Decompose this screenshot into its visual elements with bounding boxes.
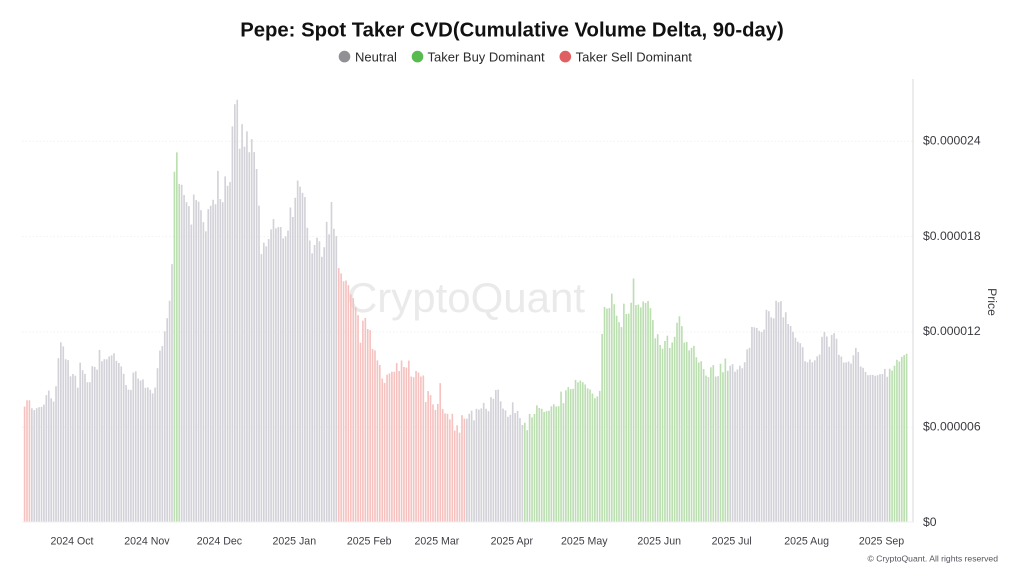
svg-text:© CryptoQuant. All rights rese: © CryptoQuant. All rights reserved bbox=[867, 554, 998, 564]
svg-text:$0: $0 bbox=[923, 515, 937, 529]
svg-text:2025 Aug: 2025 Aug bbox=[784, 536, 829, 548]
svg-text:2025 Apr: 2025 Apr bbox=[491, 536, 534, 548]
svg-text:Taker Buy Dominant: Taker Buy Dominant bbox=[428, 49, 545, 64]
svg-text:2025 Jun: 2025 Jun bbox=[637, 536, 681, 548]
svg-text:$0.000006: $0.000006 bbox=[923, 420, 981, 434]
svg-text:CryptoQuant: CryptoQuant bbox=[347, 274, 585, 321]
svg-text:2025 Mar: 2025 Mar bbox=[415, 536, 460, 548]
svg-text:2025 Jan: 2025 Jan bbox=[273, 536, 317, 548]
svg-text:2025 May: 2025 May bbox=[561, 536, 608, 548]
svg-text:Neutral: Neutral bbox=[355, 49, 397, 64]
svg-text:Price: Price bbox=[985, 288, 999, 316]
svg-text:Pepe: Spot Taker CVD(Cumulativ: Pepe: Spot Taker CVD(Cumulative Volume D… bbox=[240, 20, 784, 42]
svg-text:2025 Jul: 2025 Jul bbox=[712, 536, 752, 548]
svg-text:$0.000018: $0.000018 bbox=[923, 229, 981, 243]
svg-text:$0.000024: $0.000024 bbox=[923, 134, 981, 148]
svg-text:2025 Sep: 2025 Sep bbox=[859, 536, 904, 548]
svg-text:2025 Feb: 2025 Feb bbox=[347, 536, 392, 548]
svg-text:$0.000012: $0.000012 bbox=[923, 324, 981, 338]
svg-text:2024 Dec: 2024 Dec bbox=[197, 536, 243, 548]
svg-text:2024 Nov: 2024 Nov bbox=[124, 536, 170, 548]
svg-text:2024 Oct: 2024 Oct bbox=[51, 536, 94, 548]
svg-text:Taker Sell Dominant: Taker Sell Dominant bbox=[576, 49, 693, 64]
